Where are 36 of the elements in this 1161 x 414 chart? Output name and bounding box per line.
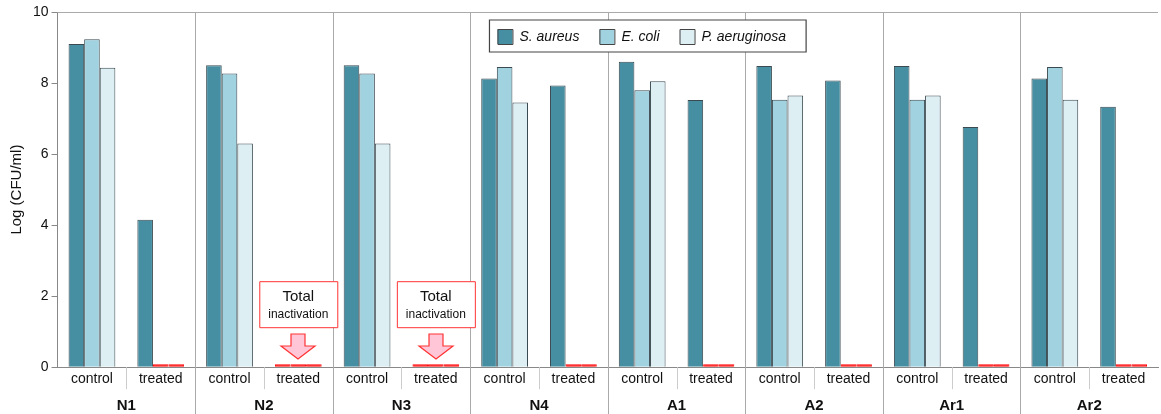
x-tick-label: control [208,370,251,387]
y-tick-label: 6 [40,144,49,161]
y-axis-title: Log (CFU/ml) [7,144,25,235]
x-tick-label: control [896,370,939,387]
x-tick-label: treated [689,370,733,387]
x-tick-label: control [1033,370,1076,387]
legend-label: S. aureus [519,27,580,44]
x-tick-label: control [483,370,526,387]
x-tick-label: treated [138,370,183,387]
x-tick-label: control [346,370,389,387]
x-tick-label: control [70,370,113,387]
legend-label: P. aeruginosa [701,27,787,44]
x-tick-label: treated [551,370,596,387]
annotation: Total inactivation [405,287,466,322]
y-tick-label: 10 [32,2,49,19]
x-tick-label: treated [414,370,458,387]
y-tick-label: 8 [40,73,49,90]
text: N4 [529,395,550,413]
x-tick-label: treated [964,370,1008,387]
legend-label: E. coli [621,27,661,44]
text: Ar1 [939,395,965,413]
x-tick-label: treated [276,370,321,387]
text: N2 [254,395,274,413]
text: N1 [116,395,136,413]
y-tick-label: 4 [40,215,49,232]
y-tick-label: 2 [40,287,49,304]
text: Ar2 [1076,395,1102,413]
annotation: Total inactivation [268,287,329,322]
y-tick-label: 0 [40,358,49,375]
text: A1 [666,395,687,413]
text: A2 [804,395,824,413]
x-tick-label: treated [1101,370,1146,387]
x-tick-label: control [621,370,664,387]
x-tick-label: control [758,370,801,387]
x-tick-label: treated [826,370,871,387]
text: N3 [391,395,412,413]
